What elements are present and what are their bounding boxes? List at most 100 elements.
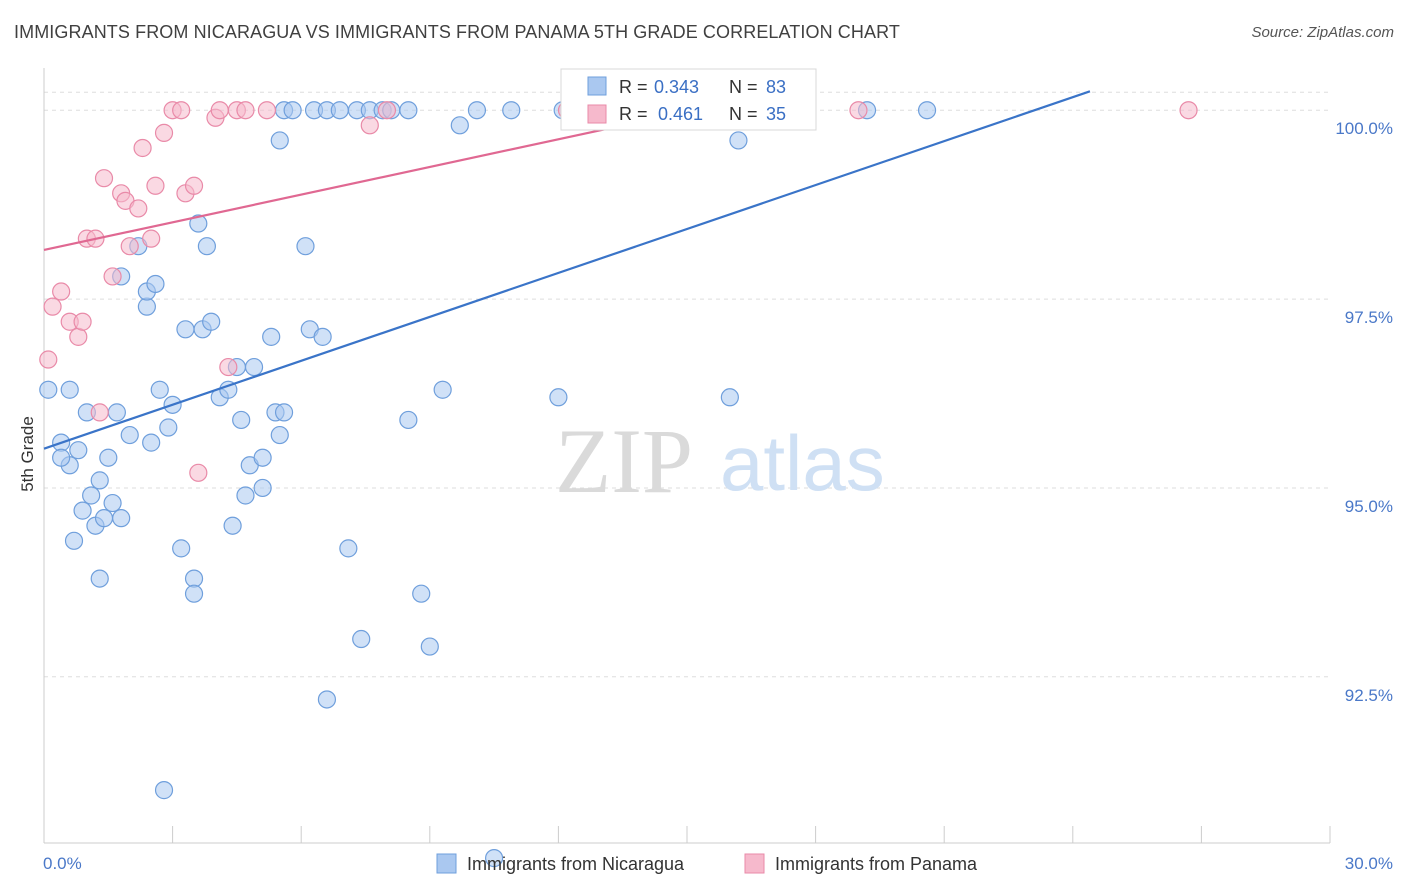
trend-line-0	[43, 90, 1091, 450]
data-point	[283, 101, 302, 120]
data-point	[43, 297, 62, 316]
data-point	[420, 637, 439, 656]
data-point	[184, 584, 204, 603]
data-point	[720, 388, 739, 407]
data-point	[467, 101, 487, 120]
data-point	[270, 425, 289, 445]
grid-lines	[44, 91, 1330, 678]
data-point	[274, 403, 294, 422]
data-point	[253, 478, 272, 498]
data-point	[399, 410, 418, 430]
data-point	[219, 357, 238, 377]
data-point	[112, 509, 131, 528]
data-point	[64, 531, 84, 550]
data-point	[176, 320, 195, 339]
y-axis-label: 5th Grade	[18, 416, 37, 492]
data-point	[232, 410, 251, 430]
data-point	[107, 403, 126, 422]
data-point	[39, 380, 58, 399]
data-point	[1179, 101, 1198, 120]
legend-swatch-panama	[744, 853, 765, 874]
x-tick-label-max: 30.0%	[1345, 854, 1393, 873]
legend-label-panama: Immigrants from Panama	[775, 854, 978, 874]
data-point	[94, 169, 114, 188]
data-point	[377, 101, 397, 120]
data-point	[244, 357, 264, 377]
y-tick-label: 95.0%	[1345, 497, 1393, 516]
data-point	[184, 176, 204, 195]
data-point	[236, 101, 255, 120]
stats-box: R = 0.343 N = 83 R = 0.461 N = 35	[560, 68, 817, 131]
stats-n-label-2: N =	[729, 104, 758, 124]
data-point	[60, 380, 79, 399]
chart-title: IMMIGRANTS FROM NICARAGUA VS IMMIGRANTS …	[14, 22, 900, 42]
y-tick-label: 97.5%	[1345, 308, 1393, 327]
data-point	[189, 463, 208, 482]
data-point	[352, 629, 371, 649]
data-point	[39, 350, 58, 369]
data-point	[69, 327, 88, 346]
data-point	[52, 448, 71, 467]
data-point	[73, 501, 92, 520]
y-tick-label: 92.5%	[1345, 686, 1393, 705]
data-point	[150, 380, 169, 399]
data-point	[90, 569, 109, 588]
legend-swatch-nicaragua	[436, 853, 457, 874]
data-point	[262, 327, 281, 346]
axes	[43, 68, 1331, 844]
data-point	[189, 214, 208, 233]
x-tick-label-min: 0.0%	[43, 854, 82, 873]
data-point	[159, 418, 178, 437]
data-point	[99, 448, 118, 467]
data-point	[339, 539, 358, 558]
data-point	[450, 116, 469, 135]
data-point	[917, 101, 937, 120]
data-point	[82, 486, 101, 505]
data-point	[172, 539, 191, 558]
stats-n-label-1: N =	[729, 77, 758, 97]
data-point	[485, 849, 504, 868]
data-point	[90, 471, 109, 490]
data-point	[146, 274, 165, 294]
stats-swatch-nicaragua	[587, 76, 607, 96]
watermark-zip: ZIP	[555, 410, 693, 512]
y-tick-labels: 92.5% 95.0% 97.5% 100.0%	[1335, 119, 1393, 705]
data-point	[210, 101, 229, 120]
data-point	[729, 131, 748, 150]
legend-label-nicaragua: Immigrants from Nicaragua	[467, 854, 685, 874]
data-point	[120, 425, 139, 445]
series-1	[39, 101, 1198, 482]
data-point	[133, 138, 152, 158]
data-point	[270, 131, 289, 150]
data-point	[549, 388, 568, 407]
data-point	[142, 229, 161, 248]
stats-swatch-panama	[587, 104, 607, 124]
data-point	[502, 101, 521, 120]
data-point	[146, 176, 165, 195]
y-tick-label: 100.0%	[1335, 119, 1393, 138]
data-point	[172, 101, 191, 120]
data-point	[120, 237, 139, 256]
data-point	[317, 690, 337, 709]
data-point	[223, 516, 242, 535]
data-point	[257, 101, 277, 120]
data-point	[849, 101, 868, 120]
legend: Immigrants from Nicaragua Immigrants fro…	[436, 853, 978, 874]
stats-n-value-1: 83	[766, 77, 786, 97]
data-point	[154, 123, 174, 142]
data-point	[184, 569, 204, 588]
data-point	[103, 493, 122, 513]
data-point	[412, 584, 431, 603]
data-point	[94, 509, 114, 528]
data-point	[52, 282, 71, 301]
data-point	[253, 448, 272, 467]
data-point	[154, 781, 174, 800]
source-credit: Source: ZipAtlas.com	[1251, 24, 1394, 41]
data-point	[360, 116, 379, 135]
data-point	[103, 267, 122, 286]
stats-r-value-1: 0.343	[654, 77, 699, 97]
data-point	[73, 312, 92, 331]
stats-r-value-2: 0.461	[658, 104, 703, 124]
stats-n-value-2: 35	[766, 104, 786, 124]
